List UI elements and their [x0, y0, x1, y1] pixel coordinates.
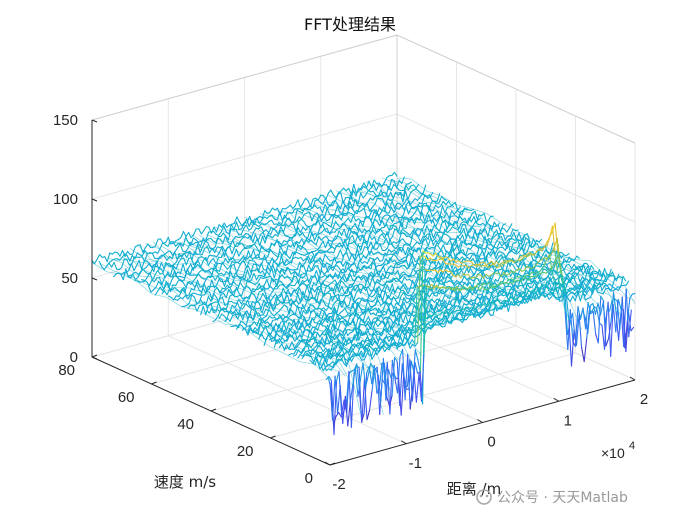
- z-tick-mark-3: [91, 119, 98, 123]
- surface-col-3: [99, 262, 338, 372]
- watermark-logo-icon: [476, 489, 492, 505]
- grid-line-x-0: [91, 120, 331, 466]
- surface-col-27: [160, 245, 399, 361]
- surface-row-4: [120, 184, 427, 281]
- z-tick-mark-0: [91, 356, 98, 360]
- surface-col-105: [358, 191, 598, 305]
- surface-col-111: [373, 180, 613, 298]
- surface-col-51: [221, 228, 460, 323]
- surface-col-69: [267, 212, 506, 314]
- surface-col-84: [305, 207, 544, 300]
- y-tick-mark-2: [210, 408, 217, 412]
- y-tick-mark-1: [270, 435, 276, 439]
- surface-col-72: [274, 209, 514, 312]
- surface-col-87: [312, 203, 552, 298]
- surface-col-108: [366, 180, 605, 303]
- surface-col-78: [290, 208, 529, 303]
- surface-col-30: [168, 241, 407, 356]
- surface-row-43: [328, 237, 635, 428]
- surface-col-21: [145, 243, 384, 415]
- x-exponent-power: 4: [629, 440, 635, 452]
- surface-col-42: [198, 234, 438, 333]
- y-tick-mark-4: [91, 354, 98, 358]
- y-tick-label-0: 0: [305, 470, 313, 487]
- surface-col-45: [206, 234, 445, 327]
- surface-col-81: [297, 204, 537, 305]
- y-tick-label-2: 40: [177, 416, 194, 433]
- y-tick-mark-0: [329, 462, 336, 466]
- surface-col-60: [244, 216, 483, 315]
- surface-col-57: [236, 224, 476, 321]
- surface-col-114: [381, 177, 621, 315]
- surface-col-93: [328, 194, 567, 296]
- surface-col-24: [152, 241, 392, 393]
- x-tick-mark-4: [629, 376, 636, 381]
- grid-line-z-3: [91, 34, 636, 144]
- surface-col-18: [137, 244, 377, 380]
- surface-row-44: [329, 254, 636, 427]
- surface-col-9: [114, 258, 354, 387]
- surface-col-96: [335, 190, 575, 334]
- chart-title: FFT处理结果: [304, 15, 396, 34]
- z-tick-label-3: 150: [53, 112, 78, 129]
- surface-col-63: [252, 220, 491, 315]
- y-tick-mark-3: [151, 381, 157, 385]
- surface-col-39: [190, 233, 430, 329]
- y-tick-label-4: 80: [58, 362, 75, 379]
- x-tick-mark-3: [553, 397, 560, 402]
- x-tick-label-0: -2: [332, 476, 345, 493]
- y-axis-label: 速度 m/s: [154, 473, 216, 491]
- surface-col-36: [183, 238, 422, 356]
- x-tick-label-1: -1: [409, 455, 422, 472]
- surface-col-33: [175, 242, 415, 368]
- surface-plot: [91, 171, 636, 436]
- box-top-edge: [91, 34, 636, 144]
- x-tick-mark-0: [324, 461, 331, 466]
- x-exponent-label: ×10: [601, 445, 625, 461]
- x-tick-mark-1: [400, 440, 407, 445]
- z-tick-mark-2: [91, 198, 98, 202]
- surface-col-102: [351, 191, 590, 305]
- surface-col-90: [320, 201, 560, 298]
- z-tick-label-1: 50: [61, 270, 78, 287]
- z-tick-label-0: 0: [70, 349, 78, 366]
- y-tick-label-3: 60: [118, 389, 135, 406]
- x-tick-label-2: 0: [487, 434, 495, 451]
- z-tick-mark-1: [91, 277, 98, 281]
- y-tick-label-1: 20: [237, 443, 254, 460]
- x-axis-label: 距离 /m: [447, 480, 501, 498]
- x-tick-label-4: 2: [640, 391, 648, 408]
- surface-col-54: [229, 228, 468, 319]
- surface-col-12: [122, 257, 361, 414]
- x-tick-mark-2: [477, 419, 483, 423]
- watermark: 公众号 · 天天Matlab: [497, 490, 628, 506]
- surface-col-66: [259, 213, 499, 314]
- surface-col-117: [389, 180, 628, 298]
- surface-col-0: [91, 262, 331, 380]
- surface-col-99: [343, 188, 582, 330]
- x-tick-label-3: 1: [564, 412, 572, 429]
- z-tick-label-2: 100: [53, 191, 78, 208]
- surface-col-120: [396, 177, 636, 304]
